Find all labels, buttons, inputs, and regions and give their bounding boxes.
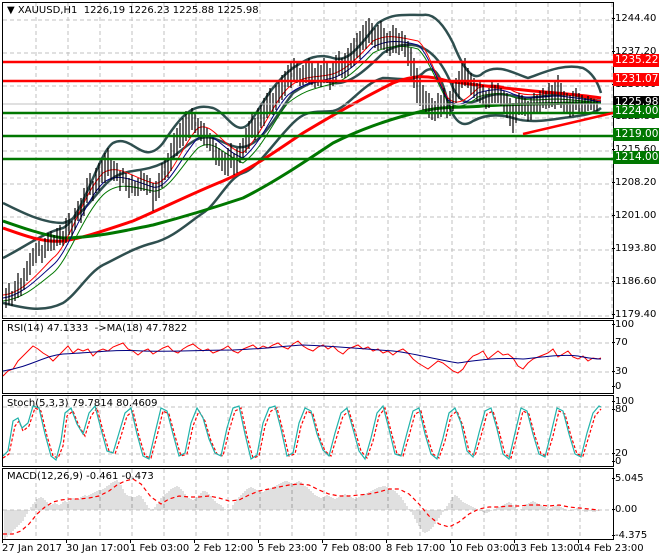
- rsi-ma-line: [3, 344, 602, 372]
- dropdown-arrow-icon[interactable]: ▼: [7, 5, 15, 16]
- macd-tick: 5.045: [612, 473, 644, 484]
- price-tick: 1186.60: [611, 276, 657, 287]
- time-label: 14 Feb 23:00: [578, 539, 644, 554]
- resistance-tag: 1231.07: [613, 73, 659, 86]
- rsi-tick: 100: [611, 319, 635, 330]
- price-tick: 1208.20: [611, 177, 657, 188]
- stoch-tick: 20: [612, 448, 628, 459]
- time-label: 30 Jan 17:00: [66, 539, 130, 554]
- macd-axis: 5.045 0.00 -4.375: [611, 468, 660, 541]
- price-tick: 1237.20: [611, 46, 657, 57]
- macd-panel[interactable]: MACD(12,26,9) -0.461 -0.473: [2, 468, 614, 540]
- stoch-tick: 80: [612, 404, 628, 415]
- stoch-plot: [3, 396, 613, 466]
- price-tick: 1201.00: [611, 210, 657, 221]
- main-price-chart[interactable]: ▼ XAUUSD,H1 1226,19 1226.23 1225.88 1225…: [2, 2, 614, 319]
- trendline: [522, 111, 613, 136]
- support-tag: 1219.00: [613, 128, 659, 141]
- rsi-panel[interactable]: RSI(14) 47.1333 ->MA(18) 47.7822: [2, 320, 614, 394]
- stoch-main-line: [3, 404, 602, 462]
- time-label: 13 Feb 13:00: [514, 539, 580, 554]
- price-tick: 1215.60: [611, 144, 657, 155]
- time-label: 10 Feb 03:00: [450, 539, 516, 554]
- stoch-tick: 100: [611, 396, 635, 407]
- stoch-tick: 0: [611, 456, 622, 467]
- support-tag: 1224.00: [613, 105, 659, 118]
- chart-title: ▼ XAUUSD,H1 1226,19 1226.23 1225.88 1225…: [7, 5, 259, 16]
- macd-title: MACD(12,26,9) -0.461 -0.473: [7, 471, 154, 482]
- time-label: 7 Feb 08:00: [322, 539, 382, 554]
- rsi-tick: 0: [611, 381, 622, 392]
- time-label: 8 Feb 17:00: [386, 539, 446, 554]
- grid: [3, 3, 613, 318]
- price-axis: 1244.40 1237.20 1230.00 1222.80 1215.60 …: [611, 0, 660, 320]
- rsi-line: [3, 340, 602, 377]
- rsi-plot: [3, 321, 613, 393]
- rsi-tick: 70: [612, 337, 628, 348]
- macd-signal-line: [3, 478, 600, 535]
- rsi-tick: 30: [612, 366, 628, 377]
- resistance-tag: 1235.22: [613, 54, 659, 67]
- support-tag: 1214.00: [613, 151, 659, 164]
- rsi-axis: 100 70 30 0: [611, 319, 660, 394]
- rsi-title: RSI(14) 47.1333 ->MA(18) 47.7822: [7, 323, 188, 334]
- time-label: 27 Jan 2017: [2, 539, 62, 554]
- ma-green: [3, 101, 601, 240]
- macd-tick: -4.375: [611, 530, 648, 541]
- price-tick: 1179.40: [611, 309, 657, 320]
- macd-tick: 0.00: [611, 504, 638, 515]
- stoch-axis: 100 80 20 0: [611, 395, 660, 467]
- price-tick: 1193.80: [611, 243, 657, 254]
- price-bars: [5, 18, 598, 308]
- time-label: 5 Feb 23:00: [258, 539, 318, 554]
- time-label: 1 Feb 03:00: [130, 539, 190, 554]
- ma-red: [3, 75, 602, 243]
- stoch-title: Stoch(5,3,3) 79.7814 80.4609: [7, 398, 158, 409]
- price-plot: [3, 3, 613, 318]
- stochastic-panel[interactable]: Stoch(5,3,3) 79.7814 80.4609: [2, 395, 614, 467]
- price-tick: 1244.40: [611, 13, 657, 24]
- macd-plot: [3, 469, 613, 539]
- time-label: 2 Feb 12:00: [194, 539, 254, 554]
